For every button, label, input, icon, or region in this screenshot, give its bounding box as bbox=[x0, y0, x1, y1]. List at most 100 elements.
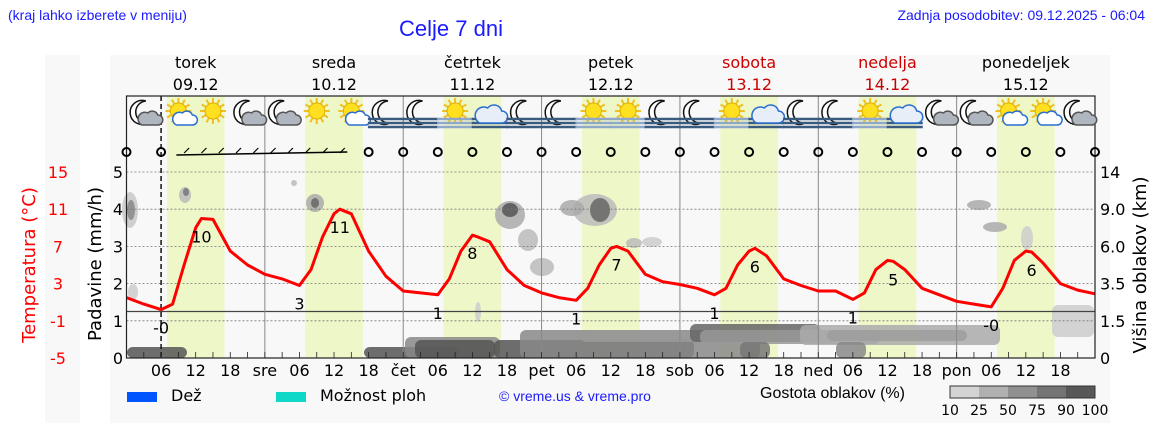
temp-tick: 3 bbox=[53, 275, 63, 294]
day-date: 15.12 bbox=[1003, 75, 1049, 94]
cloud-density-tick: 25 bbox=[970, 403, 988, 419]
cloud-blob bbox=[291, 180, 297, 186]
x-tick-label: 12 bbox=[1016, 361, 1036, 380]
wind-barb bbox=[304, 147, 311, 154]
low-cloud bbox=[127, 347, 187, 358]
wind-barb bbox=[201, 147, 207, 154]
x-tick-label: 12 bbox=[877, 361, 897, 380]
temperature-label: 1 bbox=[571, 309, 581, 328]
cloud-density-swatch bbox=[1066, 386, 1095, 398]
day-date: 10.12 bbox=[311, 75, 357, 94]
sun-icon bbox=[303, 98, 330, 124]
calm-wind-marker bbox=[744, 147, 755, 157]
x-tick-label: sre bbox=[253, 361, 277, 380]
low-cloud bbox=[740, 342, 770, 358]
cloud-density-tick: 100 bbox=[1082, 403, 1109, 419]
calm-wind-marker bbox=[398, 147, 409, 157]
cloud-blob bbox=[518, 229, 538, 251]
moon-cloud-icon bbox=[233, 99, 268, 126]
calm-wind-marker bbox=[778, 147, 789, 157]
sun-fog-icon bbox=[713, 98, 750, 129]
x-tick-label: 18 bbox=[774, 361, 794, 380]
wind-barb bbox=[322, 147, 328, 154]
temperature-label: 1 bbox=[709, 304, 719, 323]
calm-wind-marker bbox=[640, 147, 651, 157]
x-tick-label: 12 bbox=[601, 361, 621, 380]
moon-fog-icon bbox=[782, 99, 819, 129]
day-date: 14.12 bbox=[865, 75, 911, 94]
low-cloud bbox=[415, 340, 495, 358]
moon-fog-icon bbox=[367, 99, 404, 129]
cloud-blob bbox=[642, 237, 662, 247]
sun-cloud-icon bbox=[1030, 98, 1063, 126]
cloud-layer bbox=[122, 180, 1094, 358]
x-tick-label: 06 bbox=[843, 361, 863, 380]
day-date: 11.12 bbox=[449, 75, 495, 94]
calm-wind-marker bbox=[363, 147, 374, 157]
temp-tick: -5 bbox=[50, 349, 66, 368]
cloud-height-tick: 14 bbox=[1100, 163, 1120, 182]
cloud-blob bbox=[560, 200, 584, 216]
day-name: torek bbox=[175, 53, 217, 72]
x-tick-label: 18 bbox=[635, 361, 655, 380]
temperature-line bbox=[125, 207, 1096, 312]
temp-tick: -1 bbox=[50, 312, 66, 331]
calm-wind-marker bbox=[1020, 147, 1031, 157]
sun-cloud-icon bbox=[338, 98, 372, 126]
moon-cloud-icon bbox=[1063, 99, 1098, 126]
x-tick-label: pet bbox=[528, 361, 554, 380]
wind-barb-line bbox=[176, 151, 348, 156]
x-tick-label: 06 bbox=[289, 361, 309, 380]
sun-fog-icon bbox=[852, 98, 889, 129]
copyright-link[interactable]: © vreme.us & vreme.pro bbox=[499, 388, 651, 404]
daylight-band bbox=[858, 96, 917, 358]
moon-cloud-icon bbox=[959, 99, 994, 126]
calm-wind-marker bbox=[917, 147, 928, 157]
temperature-label: 6 bbox=[750, 257, 760, 276]
temperature-label: 1 bbox=[433, 304, 443, 323]
cloud-height-axis-title: Višina oblakov (km) bbox=[1130, 176, 1151, 353]
day-name: petek bbox=[588, 53, 634, 72]
moon-cloud-icon bbox=[924, 99, 960, 126]
fog-cloud-icon bbox=[886, 104, 924, 129]
moon-fog-icon bbox=[402, 99, 439, 129]
temperature-label: 3 bbox=[294, 294, 304, 313]
precip-tick: 2 bbox=[113, 275, 123, 294]
cloud-blob bbox=[626, 238, 642, 248]
cloud-density-swatch bbox=[979, 386, 1008, 398]
calm-wind-marker bbox=[674, 147, 685, 157]
x-tick-label: 06 bbox=[704, 361, 724, 380]
wind-barb bbox=[252, 147, 259, 154]
temperature-label: 7 bbox=[611, 255, 621, 274]
legend-rain: Dež bbox=[127, 386, 202, 405]
sun-cloud-icon bbox=[165, 98, 199, 126]
temp-tick: 11 bbox=[48, 200, 68, 219]
day-name: sreda bbox=[312, 53, 356, 72]
cloud-blob bbox=[127, 200, 135, 220]
moon-fog-icon bbox=[644, 99, 681, 129]
x-tick-label: ned bbox=[803, 361, 833, 380]
temperature-label: 6 bbox=[1026, 261, 1036, 280]
precip-tick: 5 bbox=[113, 163, 123, 182]
cloud-blob bbox=[967, 200, 991, 210]
calm-wind-marker bbox=[813, 147, 824, 157]
wind-barb bbox=[287, 147, 294, 154]
x-tick-label: 18 bbox=[912, 361, 932, 380]
day-date: 09.12 bbox=[173, 75, 219, 94]
cloud-density-label: Gostota oblakov (%) bbox=[760, 385, 905, 402]
header-hint[interactable]: (kraj lahko izberete v meniju) bbox=[8, 7, 187, 23]
x-tick-label: pon bbox=[942, 361, 972, 380]
cloud-height-tick: 6.0 bbox=[1100, 237, 1125, 256]
cloud-density-tick: 90 bbox=[1057, 403, 1075, 419]
cloud-density-swatch bbox=[1037, 386, 1066, 398]
temperature-label: -0 bbox=[983, 316, 999, 335]
cloud-density-scale bbox=[949, 385, 1096, 399]
wind-barb bbox=[235, 147, 242, 154]
low-cloud bbox=[1052, 305, 1094, 337]
temperature-label: 1 bbox=[848, 308, 858, 327]
moon-fog-icon bbox=[540, 99, 577, 129]
moon-fog-icon bbox=[679, 99, 716, 129]
x-tick-label: 12 bbox=[185, 361, 205, 380]
cloud-height-tick: 3.5 bbox=[1100, 275, 1125, 294]
